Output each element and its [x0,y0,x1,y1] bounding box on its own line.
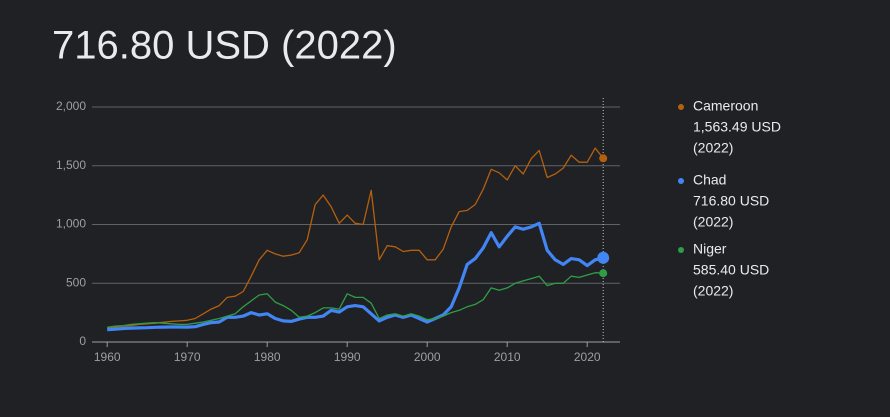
legend-value: 585.40 USD [693,262,769,278]
cursor-dot [599,269,608,278]
legend-date: (2022) [693,214,733,230]
y-tick-label: 1,500 [56,158,86,172]
legend-marker [678,178,684,184]
x-tick-label: 2000 [414,350,441,364]
x-tick-label: 2020 [574,350,601,364]
x-tick-label: 1960 [94,350,121,364]
series-line [107,272,604,328]
legend-name: Chad [693,172,726,188]
y-tick-label: 2,000 [56,99,86,113]
chart-title: 716.80 USD (2022) [52,24,397,68]
y-tick-label: 1,000 [56,217,86,231]
x-tick-label: 1980 [254,350,281,364]
legend-name: Niger [693,241,727,257]
legend-date: (2022) [693,140,733,156]
series-line [107,147,604,329]
x-tick-label: 2010 [494,350,521,364]
legend-value: 716.80 USD [693,193,769,209]
series-line [107,221,604,332]
y-tick-label: 0 [79,334,86,348]
legend-marker [678,104,684,110]
y-tick-label: 500 [66,275,86,289]
x-tick-label: 1970 [174,350,201,364]
cursor-dot [597,251,610,264]
legend-value: 1,563.49 USD [693,119,781,135]
legend-marker [678,247,684,253]
x-tick-label: 1990 [334,350,361,364]
cursor-dot [599,154,608,163]
legend-name: Cameroon [693,98,758,114]
legend-date: (2022) [693,283,733,299]
